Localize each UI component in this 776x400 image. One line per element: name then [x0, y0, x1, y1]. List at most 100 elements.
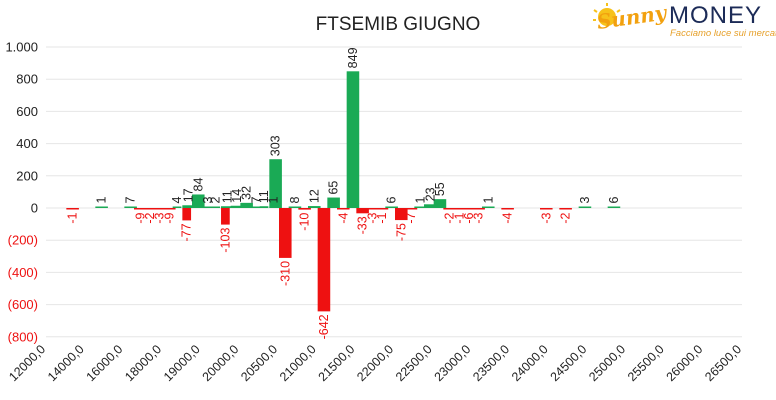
data-label: -75 — [394, 223, 408, 241]
y-tick-label: 200 — [16, 168, 38, 183]
x-tick-label: 25000,0 — [586, 342, 628, 384]
y-tick-label: 400 — [16, 136, 38, 151]
y-tick-label: (400) — [8, 265, 38, 280]
x-tick-label: 24000,0 — [509, 342, 551, 384]
data-label: 303 — [269, 135, 283, 156]
bar — [404, 208, 418, 210]
data-label: 3 — [201, 197, 215, 204]
bar — [395, 208, 408, 221]
bar — [153, 208, 166, 210]
x-tick-label: 24500,0 — [548, 342, 590, 384]
data-label: -310 — [278, 261, 292, 286]
data-label: -2 — [443, 212, 457, 223]
bar — [250, 206, 263, 208]
bar — [433, 199, 447, 208]
data-label: -6 — [462, 212, 476, 223]
y-axis: 1.000 800 600 400 200 0 (200) (400) (600) (800) — [5, 40, 38, 345]
x-tick-label: 26000,0 — [664, 342, 706, 384]
bar — [414, 206, 427, 208]
y-tick-label: 800 — [16, 72, 38, 87]
bar — [66, 208, 79, 210]
bar — [143, 208, 157, 210]
x-tick-label: 22000,0 — [354, 342, 396, 384]
brand-logo: Sunny MONEY Facciamo luce sui mercati — [593, 0, 776, 39]
bar — [472, 208, 485, 210]
x-tick-label: 12000,0 — [6, 342, 48, 384]
data-label: -77 — [180, 223, 194, 241]
bar — [443, 208, 456, 210]
y-tick-label: 0 — [31, 201, 38, 216]
data-label: -1 — [452, 212, 466, 223]
data-label: 11 — [257, 190, 271, 203]
data-label: 84 — [191, 178, 205, 192]
y-tick-label: 1.000 — [5, 40, 38, 55]
bar — [559, 208, 572, 210]
data-label: -4 — [501, 212, 515, 223]
data-label: -3 — [365, 212, 379, 223]
bar — [221, 208, 230, 225]
x-tick-label: 23000,0 — [432, 342, 474, 384]
bar — [182, 208, 192, 221]
bar — [211, 206, 221, 208]
data-label: 1 — [95, 197, 109, 204]
sun-icon — [593, 3, 621, 26]
chart-title: FTSEMIB GIUGNO — [316, 14, 481, 35]
data-label: 1 — [267, 197, 281, 204]
bar — [172, 206, 182, 208]
bar — [269, 159, 282, 208]
data-label: 32 — [240, 186, 254, 200]
grid-lines — [46, 46, 742, 338]
bar — [182, 205, 195, 208]
data-label: -9 — [162, 212, 176, 223]
bar — [201, 206, 215, 208]
data-labels: -11 7-9-2-3-94-77178432-1031114327111303-… — [66, 47, 621, 339]
x-tick-label: 14000,0 — [45, 342, 87, 384]
x-tick-label: 21500,0 — [316, 342, 358, 384]
data-label: 849 — [346, 47, 360, 68]
y-tick-label: (200) — [8, 233, 38, 248]
bar — [578, 206, 592, 208]
data-label: 23 — [423, 187, 437, 201]
x-tick-label: 23500,0 — [470, 342, 512, 384]
x-tick-label: 20000,0 — [200, 342, 242, 384]
data-label: 3 — [578, 197, 592, 204]
bar — [163, 208, 176, 210]
data-label: 2 — [209, 197, 223, 204]
data-label: 1 — [414, 197, 428, 204]
data-label: -642 — [317, 314, 331, 339]
x-tick-label: 20500,0 — [238, 342, 280, 384]
data-label: -103 — [218, 228, 232, 253]
data-label: 7 — [249, 197, 263, 204]
bar — [288, 206, 302, 208]
y-tick-label: (800) — [8, 329, 38, 344]
logo-tagline: Facciamo luce sui mercati — [670, 28, 776, 39]
data-label: -10 — [298, 213, 312, 231]
data-label: 7 — [124, 197, 138, 204]
data-label: -4 — [336, 212, 350, 223]
x-tick-label: 16000,0 — [84, 342, 126, 384]
bar — [308, 206, 321, 208]
y-tick-label: (600) — [8, 297, 38, 312]
x-axis: 12000,014000,016000,018000,019000,020000… — [6, 342, 744, 384]
bar — [317, 208, 331, 312]
bar — [298, 208, 311, 210]
x-tick-label: 22500,0 — [393, 342, 435, 384]
x-tick-label: 18000,0 — [122, 342, 164, 384]
data-label: 55 — [433, 182, 447, 196]
data-label: 1 — [481, 197, 495, 204]
bar — [230, 205, 244, 208]
bar — [607, 206, 621, 208]
bar — [337, 208, 350, 210]
y-tick-label: 600 — [16, 104, 38, 119]
bar — [453, 208, 466, 210]
data-label: 8 — [288, 197, 302, 204]
bar — [540, 208, 553, 210]
bar — [124, 206, 137, 208]
x-tick-label: 21000,0 — [277, 342, 319, 384]
bar — [192, 194, 205, 208]
data-label: -1 — [66, 212, 80, 223]
data-label: -33 — [356, 216, 370, 234]
bar — [221, 206, 234, 208]
data-label: 12 — [307, 189, 321, 203]
